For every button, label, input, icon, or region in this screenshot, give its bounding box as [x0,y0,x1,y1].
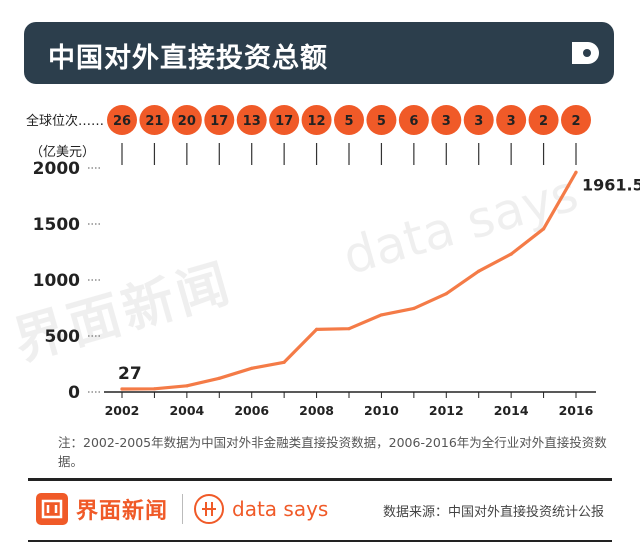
x-tick-label: 2002 [105,403,140,418]
x-tick-label: 2016 [559,403,594,418]
data-point [444,292,448,296]
data-point [282,360,286,364]
y-tick-label: 1000 [33,271,80,291]
data-point [541,227,546,231]
rank-circle [334,105,364,135]
rank-value: 5 [377,114,386,129]
rank-circle [236,105,267,135]
x-tick-label: 2008 [299,403,334,418]
data-point [217,376,221,380]
y-tick-label: 1500 [33,215,80,235]
x-tick-label: 2006 [234,403,269,418]
footer-divider [28,478,612,481]
x-tick-label: 2004 [169,403,204,418]
logo-separator [182,494,183,524]
data-point [314,327,319,331]
data-point [250,366,254,370]
rank-circle [496,105,527,135]
rank-value: 3 [507,114,516,129]
y-tick-label: 2000 [33,159,80,179]
line-chart: 26 21 20 17 13 17 12 5 5 6 3 3 3 2 2 0 500 1000 1500 2000 2… [33,105,640,418]
data-point [574,170,578,174]
footnote: 注：2002-2005年数据为中国对外非金融类直接投资数据，2006-2016年… [58,435,607,469]
start-value-label: 27 [118,364,142,384]
tag-icon [572,42,599,64]
rank-circle [107,105,137,135]
rank-value: 2 [571,114,580,129]
footer-bottom-divider [28,540,612,542]
rank-circle [431,105,462,135]
rank-circle [301,105,332,135]
rank-circle [269,105,300,135]
datasays-logo-text: data says [232,497,329,521]
rank-value: 3 [474,114,483,129]
x-tick-label: 2010 [364,403,399,418]
series-group [120,170,578,391]
data-point [509,252,513,256]
data-point [152,387,157,391]
rank-value: 2 [539,114,548,129]
rank-circle [463,105,494,135]
rank-circle [139,105,170,135]
y-tick-label: 500 [45,327,81,347]
rank-row: 26 21 20 17 13 17 12 5 5 6 3 3 3 2 2 [107,105,591,165]
chart-grid [88,167,102,393]
jiemian-logo-icon [36,493,68,525]
data-point [347,327,351,331]
chart-axes: 0 500 1000 1500 2000 2002 2004 2006 2008 2010 2012… [33,159,596,418]
rank-circle [528,105,559,135]
jiemian-logo: 界面新闻 [36,492,168,526]
x-tick-label: 2012 [429,403,464,418]
rank-value: 3 [442,114,451,129]
rank-value: 5 [344,114,353,129]
rank-value: 6 [409,114,418,129]
title-bar: 中国对外直接投资总额 [24,22,614,84]
rank-value: 17 [210,114,228,129]
rank-circle [561,105,591,135]
rank-value: 17 [275,114,293,129]
end-value-label: 1961.5 [582,175,640,194]
rank-circle [171,105,202,135]
data-point [185,384,189,388]
rank-circle [204,105,235,135]
rank-value: 12 [308,114,326,129]
data-source: 数据来源：中国对外直接投资统计公报 [382,505,604,520]
datasays-logo-icon [194,494,224,524]
rank-circle [366,105,397,135]
data-point [412,306,416,310]
rank-value: 21 [145,114,163,129]
data-labels: 27 1961.5 [118,175,640,384]
investment-series-line [120,170,578,391]
rank-circle [398,105,429,135]
rank-value: 20 [178,114,196,129]
data-point [477,269,481,273]
x-tick-label: 2014 [494,403,529,418]
data-point [379,313,384,317]
rank-value: 26 [113,114,131,129]
page-title: 中国对外直接投资总额 [48,43,328,74]
datasays-logo: data says [194,492,328,526]
rank-row-label: 全球位次…… [26,114,105,129]
unit-label: （亿美元） [30,145,96,160]
jiemian-logo-text: 界面新闻 [76,499,169,524]
rank-value: 13 [243,114,261,129]
y-tick-label: 0 [68,383,80,403]
data-point [120,387,124,391]
